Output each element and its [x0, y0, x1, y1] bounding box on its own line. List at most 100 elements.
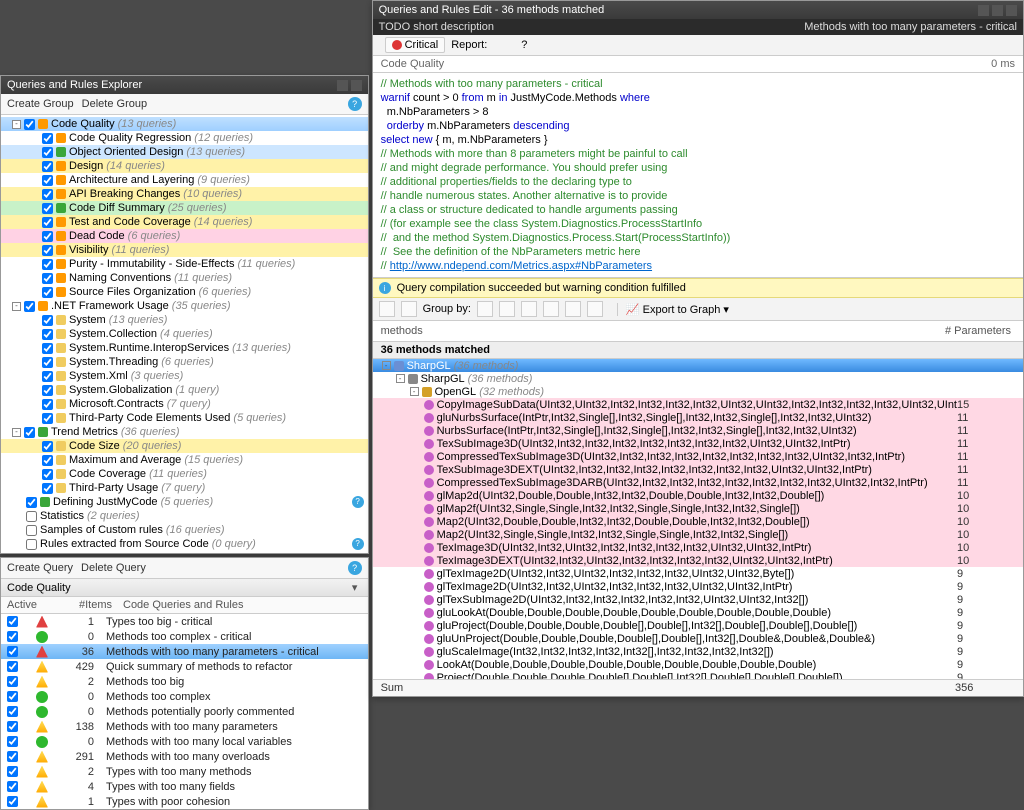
- tree-checkbox[interactable]: [42, 147, 53, 158]
- tree-row[interactable]: Naming Conventions (11 queries): [1, 271, 368, 285]
- query-checkbox[interactable]: [7, 796, 18, 807]
- tree-checkbox[interactable]: [42, 483, 53, 494]
- tree-row[interactable]: Object Oriented Design (13 queries): [1, 145, 368, 159]
- expander-icon[interactable]: -: [12, 302, 21, 311]
- tool-btn[interactable]: [401, 301, 417, 317]
- query-row[interactable]: 0Methods with too many local variables: [1, 734, 368, 749]
- query-checkbox[interactable]: [7, 616, 18, 627]
- query-row[interactable]: 1Types with poor cohesion: [1, 794, 368, 809]
- tree-checkbox[interactable]: [26, 497, 37, 508]
- result-row[interactable]: TexSubImage3DEXT(UInt32,Int32,Int32,Int3…: [373, 463, 1023, 476]
- create-group-link[interactable]: Create Group: [7, 98, 74, 110]
- query-checkbox[interactable]: [7, 766, 18, 777]
- query-group-header[interactable]: Code Quality ▾: [1, 579, 368, 597]
- query-checkbox[interactable]: [7, 736, 18, 747]
- query-checkbox[interactable]: [7, 706, 18, 717]
- tree-checkbox[interactable]: [42, 203, 53, 214]
- tree-row[interactable]: Microsoft.Contracts (7 query): [1, 397, 368, 411]
- tree-row[interactable]: Code Diff Summary (25 queries): [1, 201, 368, 215]
- tree-row[interactable]: Design (14 queries): [1, 159, 368, 173]
- query-row[interactable]: 429Quick summary of methods to refactor: [1, 659, 368, 674]
- result-row[interactable]: glTexSubImage2D(UInt32,Int32,Int32,Int32…: [373, 593, 1023, 606]
- tree-checkbox[interactable]: [26, 539, 37, 550]
- help-icon[interactable]: ?: [352, 538, 364, 550]
- help-icon[interactable]: ?: [352, 496, 364, 508]
- tree-checkbox[interactable]: [42, 469, 53, 480]
- result-row[interactable]: CompressedTexSubImage3D(UInt32,Int32,Int…: [373, 450, 1023, 463]
- tree-row[interactable]: Code Quality Regression (12 queries): [1, 131, 368, 145]
- tree-checkbox[interactable]: [42, 357, 53, 368]
- tree-row[interactable]: System.Globalization (1 query): [1, 383, 368, 397]
- tree-row[interactable]: Maximum and Average (15 queries): [1, 453, 368, 467]
- tree-checkbox[interactable]: [42, 259, 53, 270]
- export-graph-button[interactable]: 📈 Export to Graph ▾: [617, 303, 729, 316]
- query-row[interactable]: 138Methods with too many parameters: [1, 719, 368, 734]
- result-row[interactable]: glMap2f(UInt32,Single,Single,Int32,Int32…: [373, 502, 1023, 515]
- query-row[interactable]: 0Methods potentially poorly commented: [1, 704, 368, 719]
- tree-row[interactable]: Third-Party Code Elements Used (5 querie…: [1, 411, 368, 425]
- result-row[interactable]: gluNurbsSurface(IntPtr,Int32,Single[],In…: [373, 411, 1023, 424]
- tree-row[interactable]: -Code Quality (13 queries): [1, 117, 368, 131]
- group-btn[interactable]: [543, 301, 559, 317]
- result-row[interactable]: gluProject(Double,Double,Double,Double[]…: [373, 619, 1023, 632]
- tree-checkbox[interactable]: [24, 427, 35, 438]
- tree-row[interactable]: Test and Code Coverage (14 queries): [1, 215, 368, 229]
- tree-row[interactable]: -Trend Metrics (36 queries): [1, 425, 368, 439]
- delete-query-link[interactable]: Delete Query: [81, 562, 146, 574]
- tree-row[interactable]: Samples of Custom rules (16 queries): [1, 523, 368, 537]
- query-row[interactable]: 0Methods too complex - critical: [1, 629, 368, 644]
- tree-row[interactable]: Source Files Organization (6 queries): [1, 285, 368, 299]
- delete-group-link[interactable]: Delete Group: [82, 98, 147, 110]
- group-btn[interactable]: [565, 301, 581, 317]
- tree-row[interactable]: System (13 queries): [1, 313, 368, 327]
- tree-row[interactable]: Code Size (20 queries): [1, 439, 368, 453]
- result-row[interactable]: TexSubImage3D(UInt32,Int32,Int32,Int32,I…: [373, 437, 1023, 450]
- tree-checkbox[interactable]: [24, 119, 35, 130]
- window-controls[interactable]: [978, 5, 1017, 16]
- query-row[interactable]: 2Methods too big: [1, 674, 368, 689]
- tree-checkbox[interactable]: [42, 175, 53, 186]
- tree-row[interactable]: Statistics (2 queries): [1, 509, 368, 523]
- group-btn[interactable]: [587, 301, 603, 317]
- tree-checkbox[interactable]: [42, 161, 53, 172]
- result-row[interactable]: gluUnProject(Double,Double,Double,Double…: [373, 632, 1023, 645]
- query-checkbox[interactable]: [7, 661, 18, 672]
- tree-checkbox[interactable]: [42, 217, 53, 228]
- query-checkbox[interactable]: [7, 646, 18, 657]
- result-row[interactable]: CompressedTexSubImage3DARB(UInt32,Int32,…: [373, 476, 1023, 489]
- tree-checkbox[interactable]: [24, 301, 35, 312]
- tree-row[interactable]: Architecture and Layering (9 queries): [1, 173, 368, 187]
- result-list[interactable]: -SharpGL (36 methods)-SharpGL (36 method…: [373, 359, 1023, 679]
- result-row[interactable]: gluScaleImage(Int32,Int32,Int32,Int32,In…: [373, 645, 1023, 658]
- query-row[interactable]: 1Types too big - critical: [1, 614, 368, 629]
- tree-checkbox[interactable]: [42, 343, 53, 354]
- tree-row[interactable]: Dead Code (6 queries): [1, 229, 368, 243]
- query-checkbox[interactable]: [7, 781, 18, 792]
- tree-row[interactable]: Visibility (11 queries): [1, 243, 368, 257]
- tree-checkbox[interactable]: [42, 455, 53, 466]
- tree-row[interactable]: Defining JustMyCode (5 queries)?: [1, 495, 368, 509]
- query-row[interactable]: 36Methods with too many parameters - cri…: [1, 644, 368, 659]
- query-row[interactable]: 4Types with too many fields: [1, 779, 368, 794]
- group-btn[interactable]: [477, 301, 493, 317]
- tree-row[interactable]: API Breaking Changes (10 queries): [1, 187, 368, 201]
- result-row[interactable]: -SharpGL (36 methods): [373, 359, 1023, 372]
- tree-checkbox[interactable]: [42, 315, 53, 326]
- help-icon[interactable]: ?: [348, 561, 362, 575]
- tree-row[interactable]: Third-Party Usage (7 query): [1, 481, 368, 495]
- tree-checkbox[interactable]: [42, 399, 53, 410]
- explorer-tree[interactable]: -Code Quality (13 queries)Code Quality R…: [1, 115, 368, 553]
- result-row[interactable]: gluLookAt(Double,Double,Double,Double,Do…: [373, 606, 1023, 619]
- group-btn[interactable]: [499, 301, 515, 317]
- result-row[interactable]: -SharpGL (36 methods): [373, 372, 1023, 385]
- help-icon[interactable]: ?: [521, 39, 527, 51]
- result-row[interactable]: glTexImage2D(UInt32,Int32,UInt32,Int32,I…: [373, 567, 1023, 580]
- query-checkbox[interactable]: [7, 721, 18, 732]
- create-query-link[interactable]: Create Query: [7, 562, 73, 574]
- expander-icon[interactable]: -: [382, 361, 391, 370]
- result-row[interactable]: glMap2d(UInt32,Double,Double,Int32,Int32…: [373, 489, 1023, 502]
- tree-checkbox[interactable]: [26, 525, 37, 536]
- result-row[interactable]: NurbsSurface(IntPtr,Int32,Single[],Int32…: [373, 424, 1023, 437]
- group-btn[interactable]: [521, 301, 537, 317]
- tree-row[interactable]: System.Xml (3 queries): [1, 369, 368, 383]
